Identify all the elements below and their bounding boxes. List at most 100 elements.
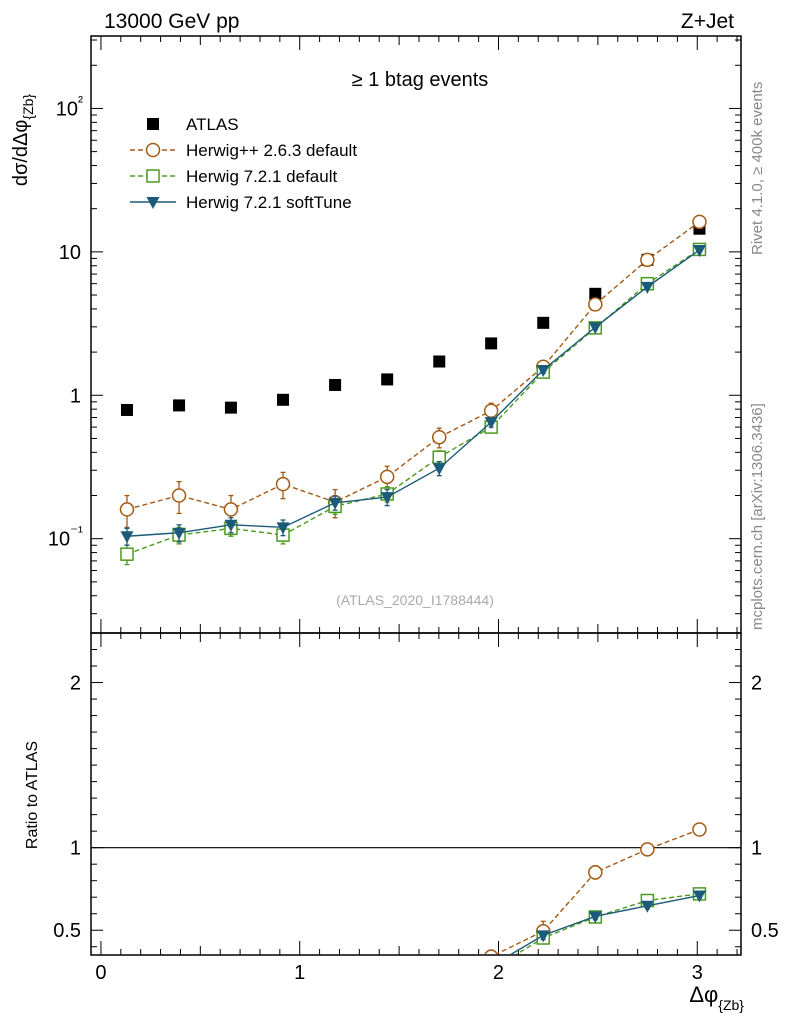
data-point (225, 983, 237, 995)
legend-label: ATLAS (186, 115, 239, 134)
data-point (589, 287, 602, 300)
data-point (224, 401, 237, 414)
data-point (380, 492, 394, 505)
legend-marker (147, 118, 159, 130)
main-series-herwig-2-6-3-default (119, 214, 707, 528)
series-line (126, 249, 700, 537)
main-y-tick-label: 1 (70, 385, 81, 407)
data-point (536, 365, 550, 378)
data-point (433, 355, 446, 368)
data-point (121, 990, 133, 1002)
data-point (329, 983, 342, 995)
data-point (692, 245, 706, 258)
data-point (588, 322, 602, 335)
main-series-herwig-7-2-1-softtune (120, 245, 706, 546)
data-point (277, 964, 290, 977)
ratio-series-herwig-7-2-1-default (121, 887, 707, 1002)
ratio-series-herwig-7-2-1-softtune (173, 890, 706, 998)
data-point (119, 502, 135, 517)
ratio-y-tick-label-right: 2 (751, 673, 762, 695)
data-point (329, 981, 342, 994)
data-point (379, 469, 395, 485)
series-line (126, 221, 700, 511)
data-point (640, 252, 655, 268)
x-axis-label: Δφ{Zb} (689, 982, 744, 1013)
data-point (224, 974, 237, 987)
data-point (173, 399, 186, 412)
data-point (640, 281, 654, 294)
main-y-tick-label-exp: ² (78, 93, 83, 110)
ratio-y-tick-label-right: 0.5 (751, 920, 779, 942)
data-point (328, 497, 342, 510)
legend: ATLAS Herwig++ 2.6.3 default Herwig 7.2.1 … (130, 115, 357, 212)
data-point (381, 983, 394, 995)
data-point (640, 900, 654, 913)
series-line (515, 893, 700, 954)
data-point (485, 337, 498, 350)
ratio-y-tick-label: 1 (70, 838, 81, 860)
header-left: 13000 GeV pp (104, 10, 239, 33)
legend-marker (146, 197, 160, 209)
legend-label: Herwig 7.2.1 default (186, 167, 337, 186)
y-axis-label-sub: {Zb} (20, 94, 36, 120)
series-line (494, 828, 700, 954)
data-point (588, 865, 603, 880)
ratio-plot-frame (90, 632, 742, 956)
data-point (120, 531, 134, 544)
data-point (381, 972, 394, 985)
ratio-y-tick-label: 2 (70, 673, 81, 695)
data-point (224, 983, 237, 995)
data-point (588, 911, 602, 924)
legend-marker (145, 142, 161, 158)
data-point (432, 463, 446, 476)
data-point (277, 393, 290, 406)
data-point (432, 429, 447, 445)
x-tick-label: 3 (692, 962, 703, 984)
data-point (484, 417, 498, 430)
data-point (173, 986, 185, 998)
data-point (120, 547, 134, 561)
x-tick-label: 0 (95, 962, 106, 984)
data-point (537, 316, 550, 329)
main-y-tick-label-exp: ⁻¹ (70, 524, 83, 541)
data-point (433, 978, 446, 990)
series-line (126, 248, 700, 555)
data-point (640, 842, 655, 857)
ratio-series-herwig-2-6-3-default (224, 822, 707, 994)
data-point (275, 476, 291, 492)
legend-label: Herwig 7.2.1 softTune (186, 193, 352, 212)
series-line (510, 894, 700, 954)
ratio-y-axis: 0.5 0.5 1 1 2 2 (53, 649, 779, 948)
ratio-y-tick-label-right: 1 (751, 838, 762, 860)
data-point (120, 403, 133, 416)
data-point (433, 957, 446, 970)
rivet-side-text: Rivet 4.1.0, ≥ 400k events (749, 82, 766, 255)
header-right: Z+Jet (681, 10, 734, 33)
mcplots-side-text: mcplots.cern.ch [arXiv:1306.3436] (749, 403, 766, 630)
legend-marker (146, 169, 160, 183)
data-point (329, 378, 342, 391)
data-point (483, 403, 499, 419)
main-series-atlas (120, 222, 706, 416)
legend-label: Herwig++ 2.6.3 default (186, 141, 357, 160)
data-point (172, 527, 186, 540)
svg-text:dσ/dΔφ{Zb}: dσ/dΔφ{Zb} (10, 94, 36, 186)
data-point (173, 986, 186, 998)
ratio-series-layer (121, 822, 707, 1002)
data-point (329, 983, 341, 995)
data-point (224, 519, 238, 532)
ratio-y-tick-label: 0.5 (53, 920, 81, 942)
main-y-tick-label: 10⁻¹ (48, 524, 83, 551)
chart-title: ≥ 1 btag events (352, 69, 489, 91)
data-point (536, 930, 550, 943)
data-point (381, 373, 394, 386)
data-point (277, 988, 289, 1000)
main-series-herwig-7-2-1-default (120, 242, 707, 566)
data-point (277, 986, 290, 998)
ratio-y-axis-label: Ratio to ATLAS (24, 741, 41, 849)
x-axis-label-sub: {Zb} (718, 997, 744, 1013)
main-series-layer (119, 214, 707, 566)
data-point (588, 297, 603, 312)
